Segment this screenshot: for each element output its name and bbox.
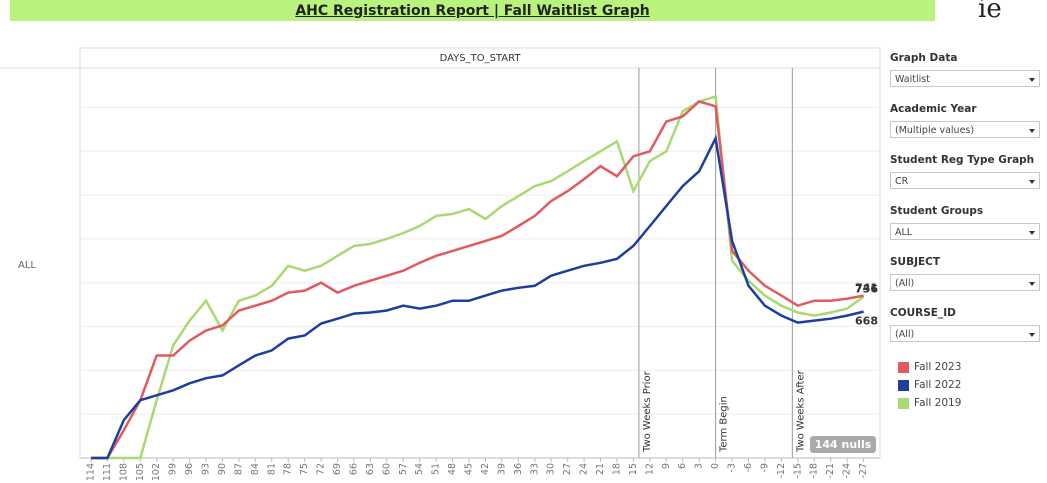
x-tick-label: 72 bbox=[316, 463, 327, 475]
x-tick-label: 105 bbox=[135, 463, 146, 481]
null-note: 144 nulls bbox=[815, 438, 872, 451]
x-tick-label: -12 bbox=[776, 463, 787, 479]
x-tick-label: 54 bbox=[414, 463, 425, 475]
x-tick-label: 69 bbox=[332, 463, 343, 475]
x-tick-label: 114 bbox=[85, 463, 96, 481]
x-tick-label: 48 bbox=[447, 463, 458, 475]
x-tick-label: 0 bbox=[710, 463, 721, 469]
x-tick-label: 66 bbox=[348, 463, 359, 475]
filter-dropdown[interactable]: (Multiple values) bbox=[890, 121, 1040, 138]
legend-swatch bbox=[898, 361, 909, 373]
legend-label: Fall 2019 bbox=[914, 397, 962, 409]
x-tick-label: 81 bbox=[266, 463, 277, 475]
series-line bbox=[91, 94, 865, 460]
logo: ie bbox=[978, 0, 1002, 24]
x-tick-label: 39 bbox=[496, 463, 507, 475]
x-tick-label: 90 bbox=[217, 463, 228, 475]
end-label: 736 bbox=[855, 283, 878, 296]
x-tick-label: 15 bbox=[628, 463, 639, 475]
x-tick-label: 87 bbox=[233, 463, 244, 475]
x-tick-label: -15 bbox=[792, 463, 803, 479]
x-tick-label: 93 bbox=[201, 463, 212, 475]
x-tick-label: 51 bbox=[431, 463, 442, 475]
x-tick-label: 102 bbox=[151, 463, 162, 481]
filter-label: Student Groups bbox=[890, 205, 984, 217]
legend-label: Fall 2023 bbox=[914, 361, 962, 373]
x-tick-label: 60 bbox=[381, 463, 392, 475]
x-tick-label: 45 bbox=[464, 463, 475, 475]
filter-dropdown[interactable]: (All) bbox=[890, 325, 1040, 342]
x-tick-label: 57 bbox=[398, 463, 409, 475]
legend-label: Fall 2022 bbox=[914, 379, 962, 391]
column-header: DAYS_TO_START bbox=[440, 53, 522, 64]
x-tick-label: -21 bbox=[825, 463, 836, 479]
filter-label: Student Reg Type Graph bbox=[890, 154, 1035, 166]
reference-label: Two Weeks After bbox=[795, 369, 806, 453]
x-tick-label: -3 bbox=[727, 463, 738, 472]
report-title: AHC Registration Report | Fall Waitlist … bbox=[295, 3, 650, 19]
filter-label: Graph Data bbox=[890, 52, 958, 64]
filter-label: SUBJECT bbox=[890, 256, 941, 268]
x-tick-label: 63 bbox=[365, 463, 376, 475]
filter-label: COURSE_ID bbox=[890, 307, 956, 319]
series-line bbox=[91, 100, 864, 460]
filter-panel: Graph Data Waitlist Academic Year (Multiple… bbox=[890, 50, 1047, 412]
x-tick-label: 24 bbox=[579, 463, 590, 475]
x-tick-label: 75 bbox=[299, 463, 310, 475]
x-tick-label: 3 bbox=[694, 463, 705, 469]
x-tick-label: 9 bbox=[661, 463, 672, 469]
filter-label: Academic Year bbox=[890, 103, 977, 115]
x-tick-label: 21 bbox=[595, 463, 606, 475]
x-tick-label: 99 bbox=[168, 463, 179, 475]
title-bar: AHC Registration Report | Fall Waitlist … bbox=[10, 0, 935, 21]
legend-swatch bbox=[898, 379, 909, 391]
x-tick-label: 6 bbox=[677, 463, 688, 469]
x-tick-label: 18 bbox=[611, 463, 622, 475]
filter-dropdown[interactable]: (All) bbox=[890, 274, 1040, 291]
x-tick-label: 108 bbox=[118, 463, 129, 481]
x-tick-label: 111 bbox=[102, 463, 113, 481]
legend-item: Fall 2023 bbox=[898, 358, 1047, 376]
filter-dropdown[interactable]: Waitlist bbox=[890, 70, 1040, 87]
end-label: 668 bbox=[855, 315, 878, 328]
x-tick-label: 12 bbox=[644, 463, 655, 475]
x-tick-label: 30 bbox=[546, 463, 557, 475]
x-tick-label: 33 bbox=[529, 463, 540, 475]
x-tick-label: 27 bbox=[562, 463, 573, 475]
end-label: 741 bbox=[855, 282, 878, 295]
legend-swatch bbox=[898, 397, 909, 409]
x-tick-label: -18 bbox=[809, 463, 820, 479]
x-tick-label: -6 bbox=[743, 463, 754, 472]
legend-item: Fall 2022 bbox=[898, 376, 1047, 394]
null-badge bbox=[810, 436, 876, 453]
filter-dropdown[interactable]: ALL bbox=[890, 223, 1040, 240]
x-tick-label: 96 bbox=[184, 463, 195, 475]
filter-dropdown[interactable]: CR bbox=[890, 172, 1040, 189]
row-label: ALL bbox=[18, 260, 36, 271]
x-tick-label: 78 bbox=[283, 463, 294, 475]
legend-item: Fall 2019 bbox=[898, 394, 1047, 412]
series-line bbox=[91, 134, 864, 460]
x-tick-label: -9 bbox=[759, 463, 770, 472]
x-tick-label: 42 bbox=[480, 463, 491, 475]
x-tick-label: -27 bbox=[858, 463, 869, 479]
reference-label: Two Weeks Prior bbox=[642, 370, 653, 453]
x-tick-label: -24 bbox=[842, 463, 853, 479]
reference-label: Term Begin bbox=[719, 396, 730, 453]
x-tick-label: 36 bbox=[513, 463, 524, 475]
x-tick-label: 84 bbox=[250, 463, 261, 475]
